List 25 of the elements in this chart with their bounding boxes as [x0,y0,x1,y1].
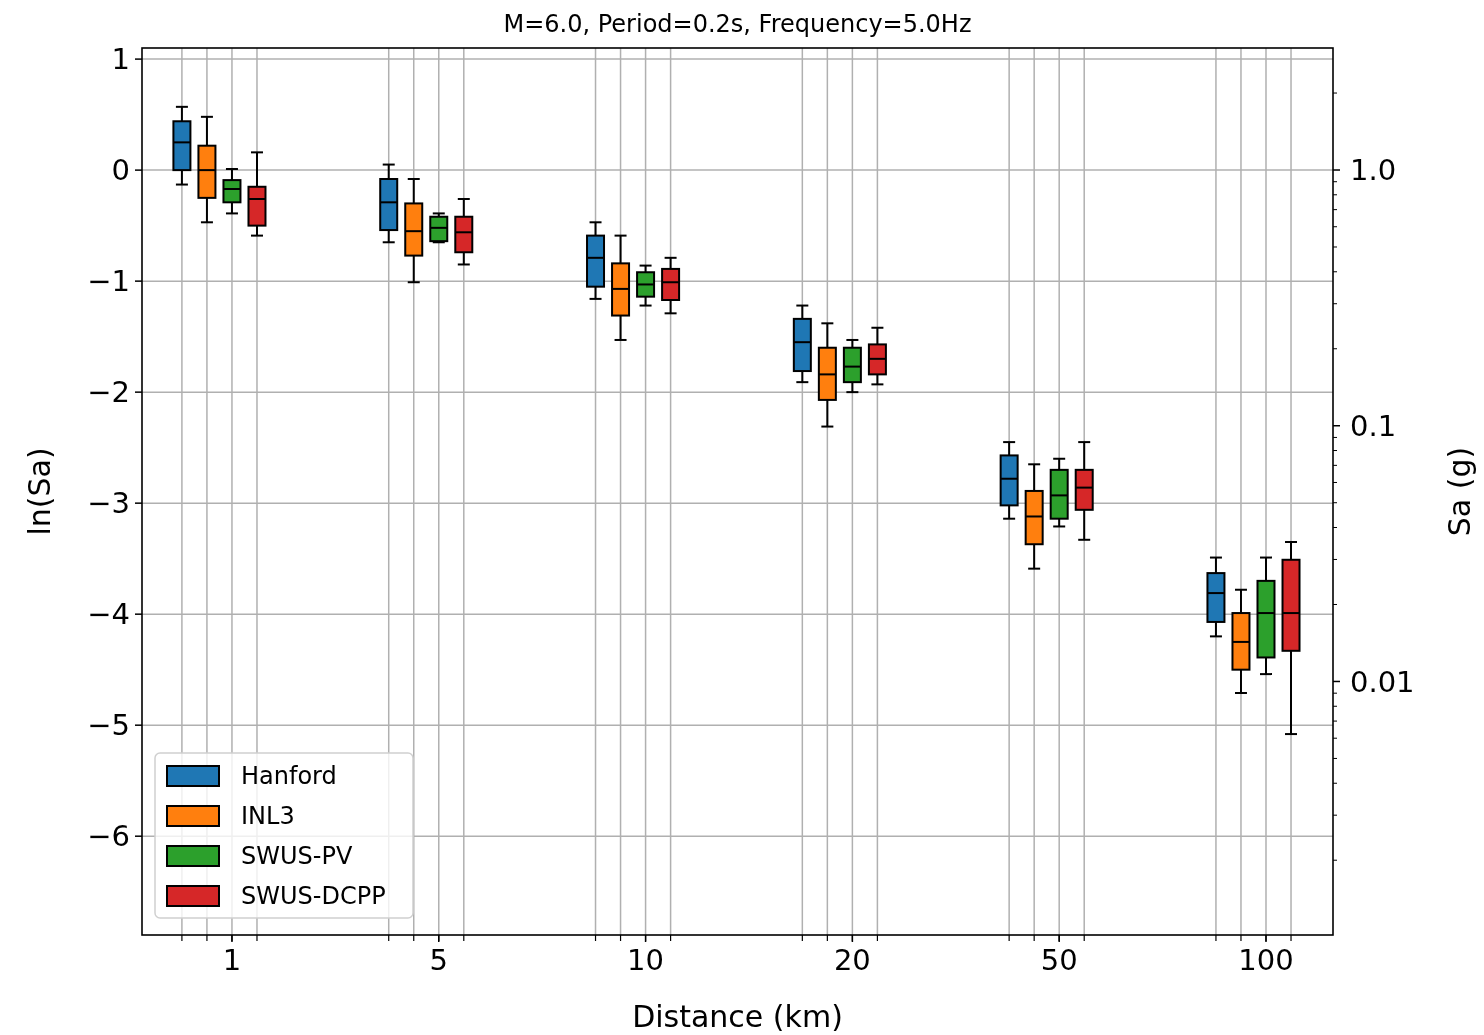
x-axis-title: Distance (km) [632,999,843,1034]
x-tick-label: 10 [627,943,665,977]
y-tick-label: 0 [111,153,130,188]
y2-tick-label: 0.01 [1350,664,1415,699]
y-tick-label: 1 [111,42,130,77]
y-axis-title: ln(Sa) [22,447,57,536]
x-tick-label: 100 [1238,943,1294,977]
y-tick-label: −4 [87,597,130,632]
y-tick-label: −2 [87,375,130,410]
legend-label: Hanford [241,762,337,791]
legend-label: SWUS-DCPP [241,882,386,911]
y2-axis-title: Sa (g) [1442,446,1477,537]
legend-label: INL3 [241,802,295,831]
x-tick-label: 1 [222,943,242,977]
y2-tick-label: 0.1 [1350,408,1397,443]
x-tick-label: 20 [833,943,871,977]
y-tick-label: −3 [87,486,130,521]
legend-label: SWUS-PV [241,842,353,871]
x-tick-label: 50 [1040,943,1078,977]
x-tick-label: 5 [429,943,448,977]
y2-tick-label: 1.0 [1350,153,1397,188]
y-tick-label: −1 [87,264,130,299]
y-tick-label: −5 [87,708,130,743]
y-tick-label: −6 [87,819,130,854]
chart-title: M=6.0, Period=0.2s, Frequency=5.0Hz [503,10,972,38]
